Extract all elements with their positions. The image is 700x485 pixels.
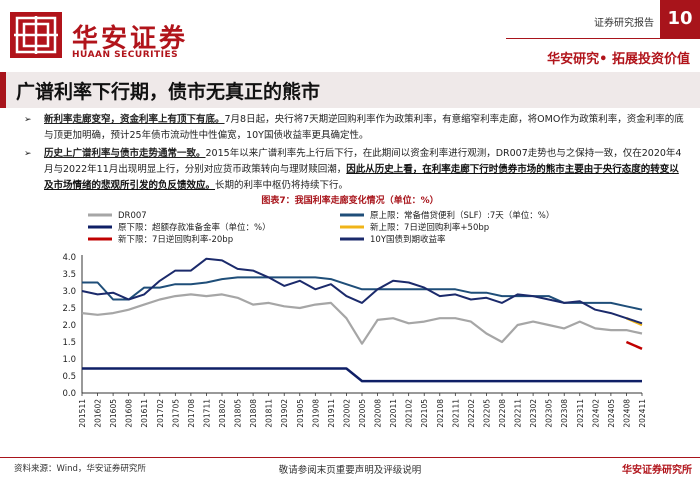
x-tick-label: 202008 xyxy=(374,399,383,428)
figure-title: 图表7：我国利率走廊变化情况（单位：%） xyxy=(261,196,439,206)
legend-label: 新上限：7日逆回购利率+50bp xyxy=(370,222,489,233)
x-tick-label: 202305 xyxy=(545,399,554,428)
legend-label: 原下限：超额存款准备金率（单位：%） xyxy=(118,222,271,233)
x-tick-label: 202211 xyxy=(514,399,523,428)
section-title: 广谱利率下行期，债市无真正的熊市 xyxy=(16,81,321,103)
x-tick-label: 202105 xyxy=(420,399,429,428)
series-line xyxy=(82,276,643,311)
x-tick-label: 202402 xyxy=(591,399,600,428)
slogan: 华安研究• 拓展投资价值 xyxy=(547,52,690,67)
legend-label: 新下限：7日逆回购利率-20bp xyxy=(118,234,233,245)
legend-label: 10Y国债到期收益率 xyxy=(370,234,446,245)
x-tick-label: 201708 xyxy=(187,399,196,428)
header-divider xyxy=(506,38,700,39)
x-tick-label: 202202 xyxy=(467,399,476,428)
page-number: 10 xyxy=(660,0,700,38)
y-tick-label: 1.5 xyxy=(62,338,76,348)
chart-series xyxy=(81,257,643,383)
x-tick-label: 201511 xyxy=(78,399,87,428)
x-tick-label: 202405 xyxy=(607,399,616,428)
report-type: 证券研究报告 xyxy=(594,18,654,29)
legend-label: 原上限：常备借贷便利（SLF）:7天（单位：%） xyxy=(370,210,554,221)
x-tick-label: 201608 xyxy=(125,399,134,428)
brand-logo-icon xyxy=(8,10,64,60)
x-tick-label: 202311 xyxy=(576,399,585,428)
footer-brand: 华安证券研究所 xyxy=(622,465,692,476)
series-line xyxy=(82,367,642,383)
bullet-item: ➢ 历史上广谱利率与债市走势通常一致。2015年以来广谱利率先上行后下行，在此期… xyxy=(24,146,684,194)
bullet-highlight: 因此从历史上看，在利率走廊下行时债券市场的熊市主要由于央行态度的转变以及市场情绪… xyxy=(44,164,679,191)
bullet-text: 2015年以来广谱利率先上行后下行，在此期间以资金利率进行观测，DR007走势也… xyxy=(44,148,682,175)
footer-divider xyxy=(0,457,700,458)
bullet-item: ➢ 新利率走廊变窄，资金利率上有顶下有底。7月8日起，央行将7天期逆回购利率作为… xyxy=(24,112,684,144)
bullet-heading: 新利率走廊变窄，资金利率上有顶下有底。 xyxy=(44,114,225,125)
bullet-arrow-icon: ➢ xyxy=(24,115,32,125)
chart-legend: DR007 原上限：常备借贷便利（SLF）:7天（单位：%） 原下限：超额存款准备金… xyxy=(88,210,554,245)
series-line xyxy=(625,340,643,350)
y-tick-label: 0.5 xyxy=(62,372,76,382)
x-tick-label: 201805 xyxy=(234,399,243,428)
bullet-heading: 历史上广谱利率与债市走势通常一致。 xyxy=(44,148,206,159)
y-tick-label: 2.5 xyxy=(62,304,76,314)
x-tick-label: 201702 xyxy=(156,399,165,428)
series-line xyxy=(81,257,643,325)
x-tick-label: 202102 xyxy=(405,399,414,428)
page-header: 华安证券 HUAAN SECURITIES 证券研究报告 10 华安研究• 拓展… xyxy=(0,0,700,70)
x-tick-label: 202111 xyxy=(451,399,460,428)
y-tick-label: 2.0 xyxy=(62,321,76,331)
x-tick-label: 202408 xyxy=(622,399,631,428)
section-title-bar: 广谱利率下行期，债市无真正的熊市 xyxy=(0,72,700,108)
brand-name-cn: 华安证券 xyxy=(72,24,189,54)
x-tick-label: 201902 xyxy=(280,399,289,428)
bullet-arrow-icon: ➢ xyxy=(24,149,32,159)
x-tick-label: 201811 xyxy=(265,399,274,428)
x-tick-label: 202302 xyxy=(529,399,538,428)
x-tick-label: 202411 xyxy=(638,399,647,428)
disclaimer-note: 敬请参阅末页重要声明及评级说明 xyxy=(278,465,422,476)
brand-name-en: HUAAN SECURITIES xyxy=(72,50,179,60)
x-tick-label: 201602 xyxy=(94,399,103,428)
x-tick-label: 202011 xyxy=(389,399,398,428)
x-tick-label: 202002 xyxy=(342,399,351,428)
x-tick-label: 201905 xyxy=(296,399,305,428)
x-tick-label: 201605 xyxy=(109,399,118,428)
x-tick-label: 202005 xyxy=(358,399,367,428)
x-tick-label: 201711 xyxy=(202,399,211,428)
x-tick-label: 202308 xyxy=(560,399,569,428)
x-tick-label: 201611 xyxy=(140,399,149,428)
interest-rate-corridor-chart: DR007 原上限：常备借贷便利（SLF）:7天（单位：%） 原下限：超额存款准备金… xyxy=(62,210,647,428)
legend-label: DR007 xyxy=(118,211,147,221)
y-tick-label: 0.0 xyxy=(62,389,76,399)
bullet-tail: 长期的利率中枢仍将持续下行。 xyxy=(215,180,349,191)
x-tick-label: 201908 xyxy=(311,399,320,428)
x-tick-label: 202208 xyxy=(498,399,507,428)
y-tick-label: 1.0 xyxy=(62,355,76,365)
series-line xyxy=(81,293,643,345)
x-tick-label: 202108 xyxy=(436,399,445,428)
y-tick-label: 4.0 xyxy=(62,253,76,263)
bullet-list: ➢ 新利率走廊变窄，资金利率上有顶下有底。7月8日起，央行将7天期逆回购利率作为… xyxy=(24,112,684,196)
x-tick-label: 201802 xyxy=(218,399,227,428)
y-tick-label: 3.0 xyxy=(62,287,76,297)
x-tick-label: 201808 xyxy=(249,399,258,428)
x-tick-label: 201705 xyxy=(171,399,180,428)
source-note: 资料来源：Wind，华安证券研究所 xyxy=(14,464,146,474)
x-tick-label: 201911 xyxy=(327,399,336,428)
y-tick-label: 3.5 xyxy=(62,270,76,280)
x-tick-label: 202205 xyxy=(482,399,491,428)
bullet-text: 7月8日起，央行将7天期逆回购利率作为政策利率，有意缩窄利率走廊，将OMO作为政… xyxy=(44,114,684,141)
